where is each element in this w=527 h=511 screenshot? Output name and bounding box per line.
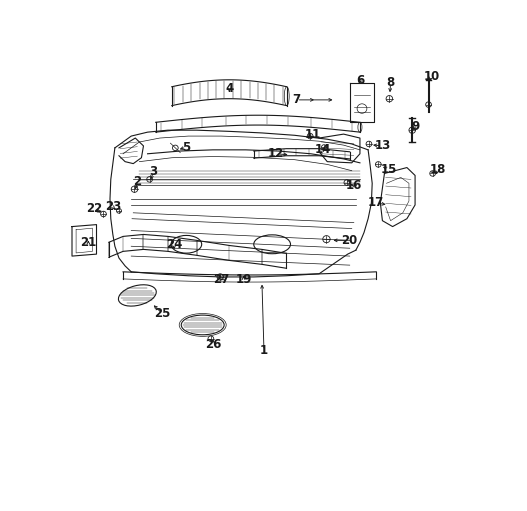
- Text: 5: 5: [182, 141, 190, 154]
- Text: 9: 9: [411, 120, 419, 133]
- Text: 21: 21: [80, 236, 96, 249]
- Circle shape: [386, 96, 393, 102]
- Text: 7: 7: [292, 94, 301, 106]
- Text: 6: 6: [356, 74, 364, 87]
- Circle shape: [426, 102, 432, 107]
- Text: 10: 10: [423, 70, 440, 83]
- Circle shape: [323, 236, 330, 243]
- Circle shape: [116, 208, 121, 213]
- Text: 20: 20: [341, 234, 358, 247]
- Circle shape: [217, 274, 223, 280]
- Text: 23: 23: [105, 200, 121, 214]
- Circle shape: [409, 127, 415, 133]
- Ellipse shape: [358, 122, 362, 132]
- Circle shape: [172, 145, 178, 151]
- Text: 12: 12: [268, 147, 285, 160]
- Circle shape: [321, 145, 326, 149]
- Text: 2: 2: [133, 175, 141, 188]
- Text: 24: 24: [166, 238, 182, 251]
- Text: 1: 1: [260, 344, 268, 357]
- Text: 17: 17: [368, 196, 384, 210]
- Circle shape: [357, 104, 367, 113]
- Text: 4: 4: [225, 82, 233, 95]
- Ellipse shape: [119, 285, 157, 306]
- Text: 22: 22: [86, 202, 103, 215]
- Ellipse shape: [284, 87, 289, 106]
- Text: 27: 27: [213, 273, 229, 286]
- Circle shape: [307, 133, 313, 139]
- Text: 15: 15: [380, 163, 397, 176]
- Circle shape: [101, 211, 106, 217]
- Circle shape: [131, 186, 138, 192]
- Text: 3: 3: [150, 165, 158, 178]
- Circle shape: [147, 177, 152, 182]
- Ellipse shape: [171, 236, 202, 253]
- Circle shape: [344, 180, 350, 185]
- Circle shape: [430, 171, 435, 176]
- Text: 18: 18: [430, 163, 446, 176]
- Text: 26: 26: [204, 338, 221, 351]
- Ellipse shape: [181, 315, 224, 335]
- Circle shape: [366, 141, 372, 147]
- Text: 16: 16: [346, 179, 362, 192]
- Text: 8: 8: [386, 77, 395, 89]
- Text: 19: 19: [236, 273, 252, 286]
- Ellipse shape: [254, 235, 290, 254]
- Circle shape: [375, 161, 381, 167]
- Text: 14: 14: [315, 144, 331, 156]
- Text: 11: 11: [305, 128, 321, 141]
- Text: 13: 13: [374, 140, 391, 152]
- Circle shape: [208, 336, 214, 341]
- Text: 25: 25: [154, 307, 170, 320]
